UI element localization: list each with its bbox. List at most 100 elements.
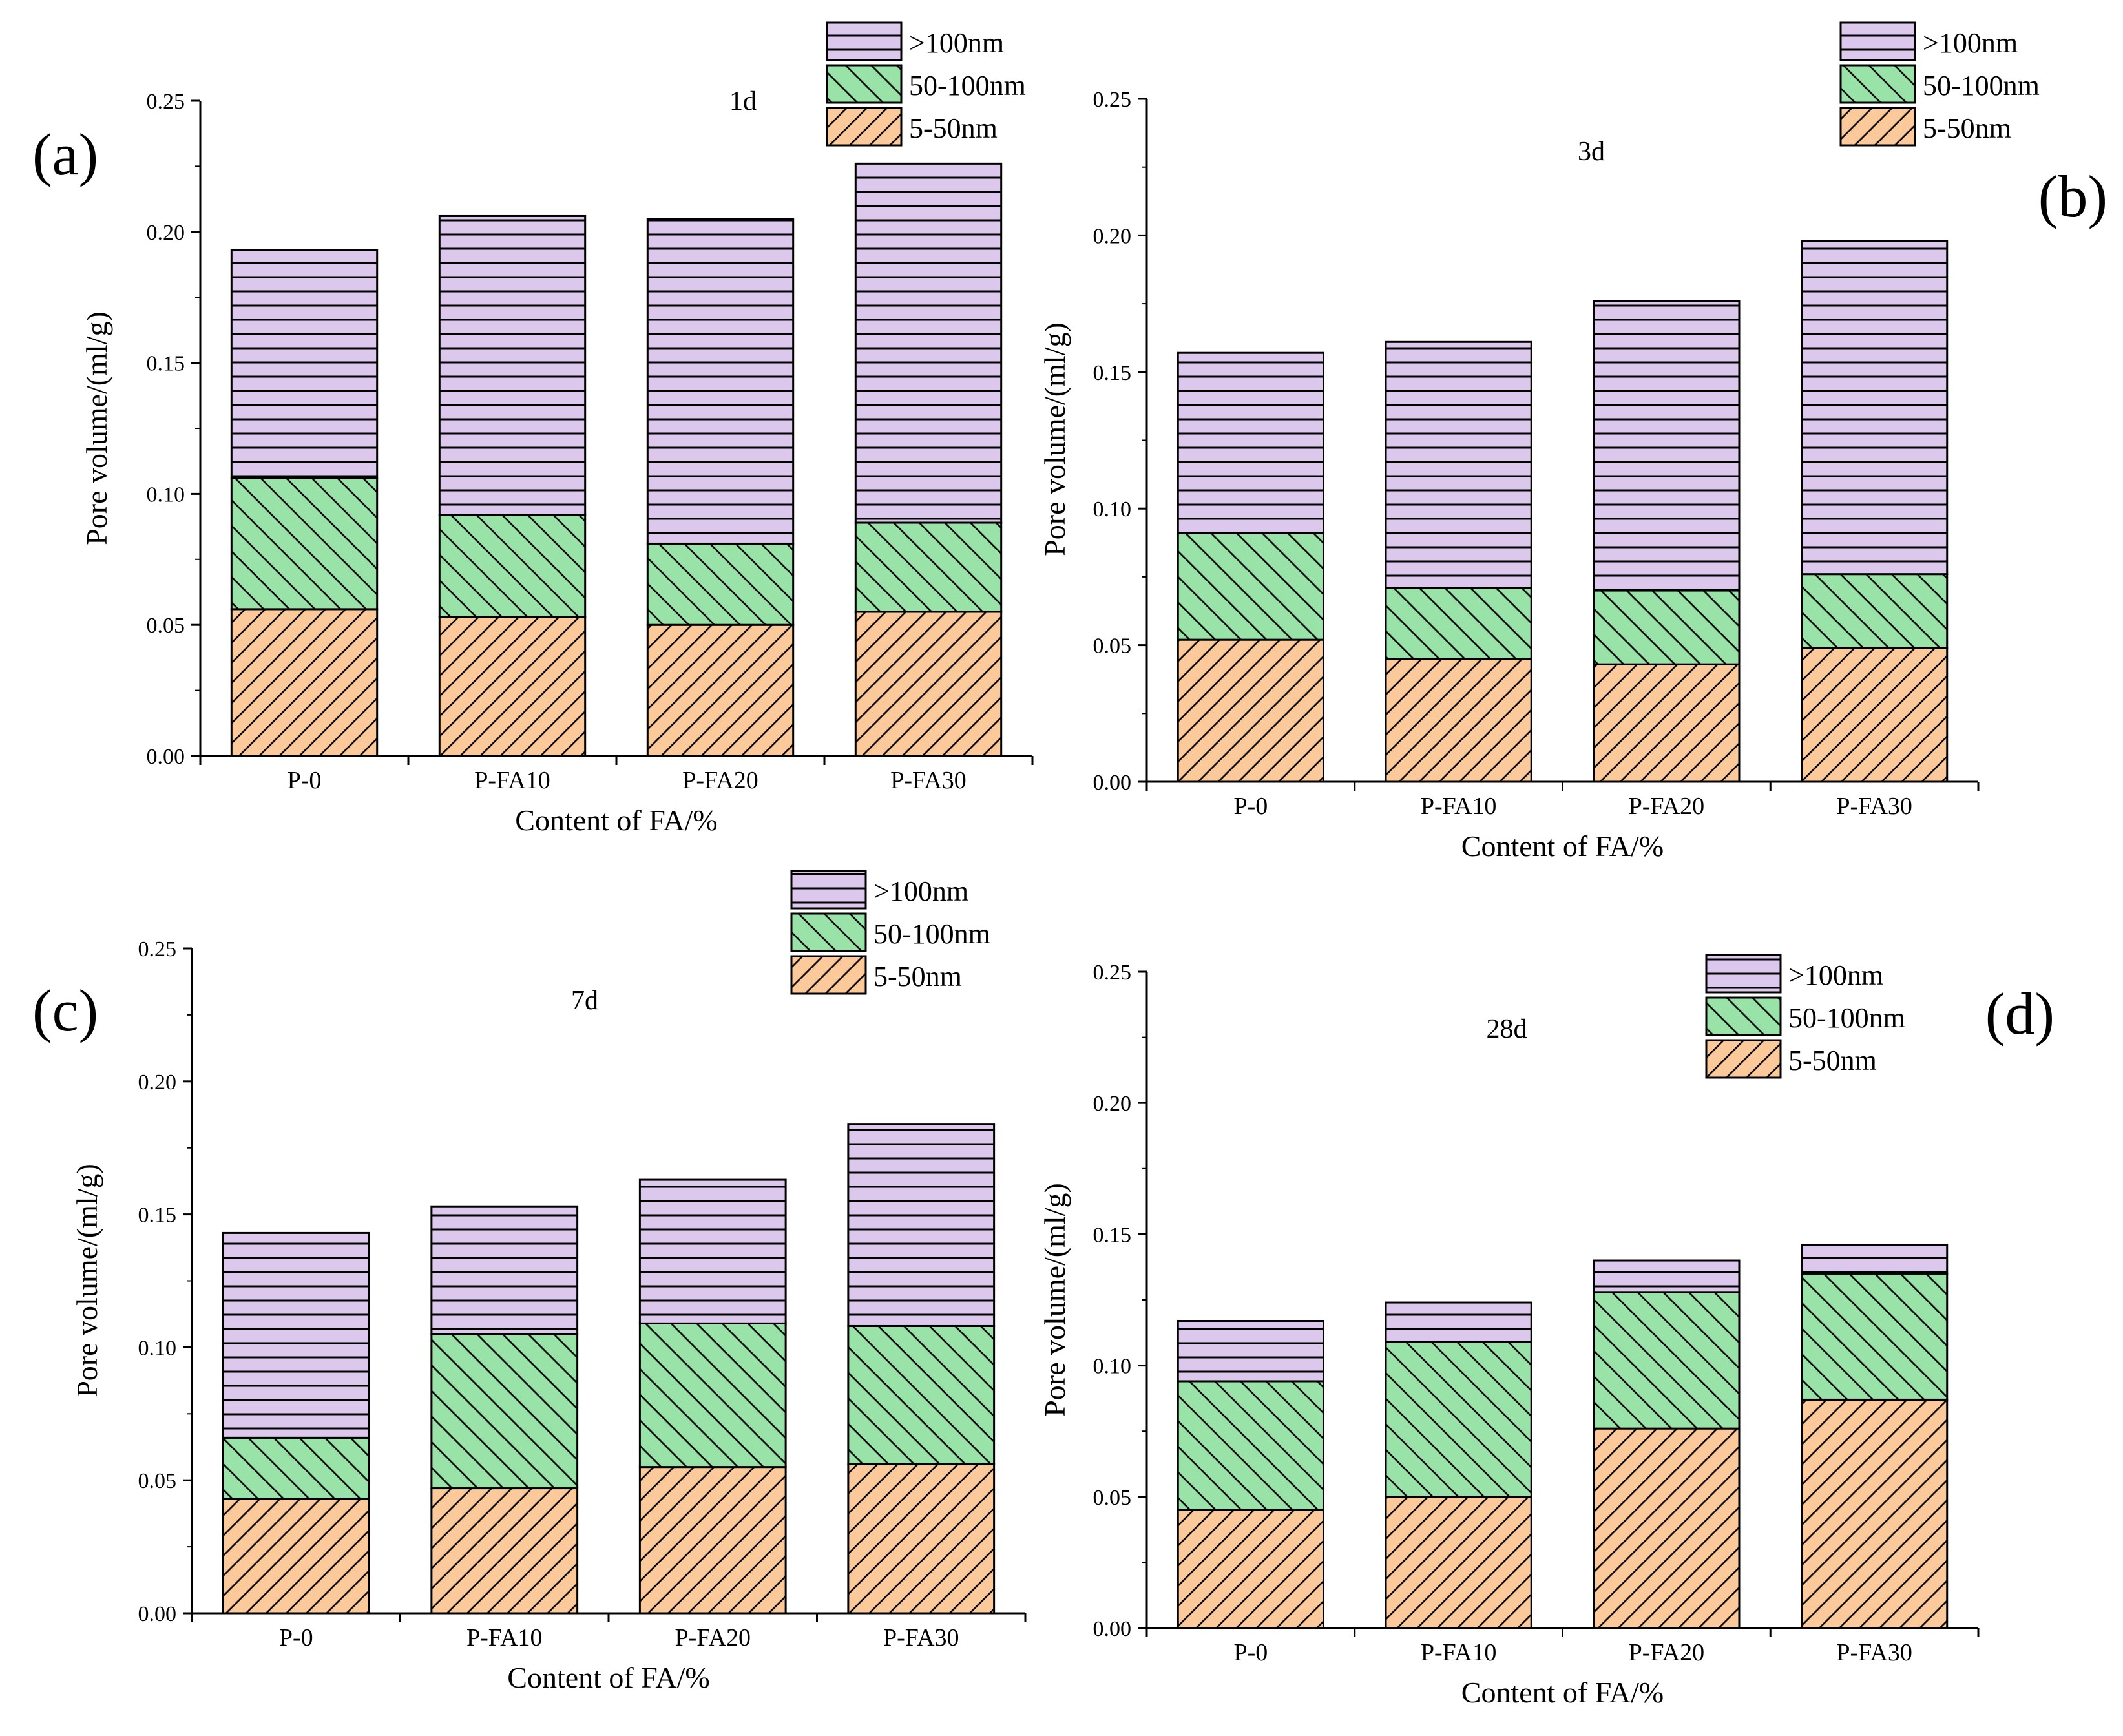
bar-segment-5-50nm-p-fa10: [1385, 1496, 1532, 1629]
bar-segment-50-100nm-p-fa20: [646, 542, 795, 626]
bar-segment-50-100nm-p-fa20: [638, 1322, 787, 1469]
legend-swatch-5-50nm: [826, 107, 903, 147]
panel-letter: (c): [32, 978, 98, 1043]
bar-segment-over-100nm-p-fa10: [430, 1205, 579, 1335]
curing-age-title: 3d: [1578, 137, 1605, 167]
legend-label-over-100nm: >100nm: [1923, 27, 2018, 59]
bar-segment-over-100nm-p-fa30: [854, 162, 1003, 524]
bar-segment-over-100nm-p-0: [230, 249, 379, 479]
y-tick-label: 0.05: [147, 614, 185, 638]
legend-label-50-100nm: 50-100nm: [909, 70, 1026, 101]
bar-segment-50-100nm-p-0: [1177, 1380, 1324, 1511]
legend-swatch-over-100nm: [826, 21, 903, 61]
bar-segment-50-100nm-p-0: [222, 1436, 370, 1500]
legend-label-over-100nm: >100nm: [873, 875, 968, 907]
bar-segment-over-100nm-p-fa10: [1385, 340, 1532, 589]
legend: >100nm 50-100nm 5-50nm: [826, 21, 1026, 147]
bar-segment-50-100nm-p-0: [1177, 532, 1324, 641]
y-axis-title: Pore volume/(ml/g): [1038, 322, 1071, 556]
bar-segment-over-100nm-p-fa30: [1801, 1244, 1949, 1275]
panel-letter: (b): [2038, 163, 2107, 229]
x-category-label: P-FA10: [466, 1624, 543, 1651]
legend-swatch-over-100nm: [1705, 954, 1782, 994]
legend-swatch-50-100nm: [826, 64, 903, 104]
x-category-label: P-FA10: [1421, 1639, 1497, 1666]
x-category-label: P-FA30: [890, 767, 967, 794]
legend-label-50-100nm: 50-100nm: [1923, 70, 2040, 101]
bar-segment-50-100nm-p-fa30: [854, 521, 1003, 613]
y-tick-label: 0.20: [138, 1071, 177, 1094]
bar-segment-50-100nm-p-fa10: [1385, 1341, 1532, 1498]
y-tick-label: 0.25: [1093, 88, 1132, 112]
legend-swatch-5-50nm: [1839, 107, 1916, 147]
bar-segment-5-50nm-p-0: [1177, 638, 1324, 783]
x-category-label: P-FA20: [675, 1624, 751, 1651]
bar-segment-50-100nm-p-fa10: [430, 1333, 579, 1490]
bar-segment-over-100nm-p-fa20: [1593, 1259, 1741, 1293]
y-tick-label: 0.05: [138, 1469, 177, 1493]
legend-swatch-50-100nm: [1839, 64, 1916, 104]
y-tick-label: 0.10: [1093, 1355, 1132, 1379]
curing-age-title: 7d: [571, 986, 598, 1016]
legend-swatch-over-100nm: [790, 870, 867, 910]
x-category-label: P-FA20: [1629, 1639, 1705, 1666]
y-tick-label: 0.00: [1093, 771, 1132, 795]
chart-panel-3: 0.00 0.05 0.10 0.15 0.20 0.25 P-0 P-FA10 P-FA20 P…: [32, 870, 1027, 1694]
bar-segment-5-50nm-p-0: [1177, 1509, 1324, 1629]
chart-panel-1: 0.00 0.05 0.10 0.15 0.20 0.25 P-0 P-FA10 P-FA20 P…: [32, 21, 1034, 837]
x-category-label: P-0: [1233, 793, 1268, 820]
x-axis-title: Content of FA/%: [515, 804, 717, 837]
x-category-label: P-FA10: [474, 767, 550, 794]
bar-segment-over-100nm-p-0: [1177, 351, 1324, 534]
x-category-label: P-FA30: [1836, 1639, 1912, 1666]
x-axis-title: Content of FA/%: [1461, 1676, 1664, 1709]
x-category-label: P-FA10: [1421, 793, 1497, 820]
bar-segment-5-50nm-p-fa30: [1801, 1398, 1949, 1629]
bar-segment-50-100nm-p-fa30: [1801, 573, 1949, 649]
bar-segment-over-100nm-p-fa20: [1593, 300, 1741, 592]
bar-segment-50-100nm-p-fa20: [1593, 1291, 1741, 1430]
x-category-label: P-FA20: [1629, 793, 1705, 820]
curing-age-title: 28d: [1487, 1014, 1527, 1044]
bar-segment-over-100nm-p-fa20: [646, 218, 795, 545]
x-category-label: P-0: [288, 767, 322, 794]
bar-segment-50-100nm-p-fa10: [1385, 587, 1532, 660]
y-tick-label: 0.10: [1093, 497, 1132, 521]
chart-panel-2: 0.00 0.05 0.10 0.15 0.20 0.25 P-0 P-FA10 P-FA20 P…: [1038, 21, 2107, 863]
y-tick-label: 0.25: [138, 937, 177, 961]
legend-swatch-over-100nm: [1839, 21, 1916, 61]
legend-label-50-100nm: 50-100nm: [873, 918, 990, 950]
legend: >100nm 50-100nm 5-50nm: [1705, 954, 1905, 1079]
y-tick-label: 0.20: [1093, 1092, 1132, 1116]
legend: >100nm 50-100nm 5-50nm: [1839, 21, 2040, 147]
x-category-label: P-FA20: [682, 767, 758, 794]
y-tick-label: 0.05: [1093, 634, 1132, 658]
legend-label-5-50nm: 5-50nm: [1923, 112, 2011, 144]
bar-segment-5-50nm-p-fa10: [430, 1487, 579, 1615]
y-tick-label: 0.00: [1093, 1617, 1132, 1641]
y-tick-label: 0.00: [138, 1602, 177, 1626]
bar-segment-50-100nm-p-fa10: [438, 514, 587, 618]
bar-segment-5-50nm-p-fa10: [1385, 658, 1532, 783]
y-axis-title: Pore volume/(ml/g): [80, 311, 113, 545]
curing-age-title: 1d: [729, 87, 757, 116]
bar-segment-5-50nm-p-fa20: [1593, 1427, 1741, 1629]
legend-swatch-5-50nm: [1705, 1039, 1782, 1079]
x-axis-title: Content of FA/%: [1461, 830, 1664, 863]
panel-letter: (a): [32, 121, 98, 187]
bar-segment-over-100nm-p-fa30: [1801, 240, 1949, 576]
legend-label-5-50nm: 5-50nm: [909, 112, 998, 144]
legend-label-over-100nm: >100nm: [1788, 959, 1883, 991]
bar-segment-over-100nm-p-fa10: [438, 214, 587, 516]
x-category-label: P-FA30: [883, 1624, 959, 1651]
bar-segment-5-50nm-p-fa20: [1593, 663, 1741, 783]
bar-segment-50-100nm-p-0: [230, 477, 379, 611]
y-tick-label: 0.20: [1093, 224, 1132, 248]
y-tick-label: 0.15: [1093, 361, 1132, 385]
x-category-label: P-0: [279, 1624, 313, 1651]
y-tick-label: 0.15: [138, 1204, 177, 1228]
bar-segment-over-100nm-p-0: [1177, 1320, 1324, 1383]
legend-swatch-50-100nm: [790, 912, 867, 952]
bar-segment-5-50nm-p-fa20: [646, 623, 795, 757]
